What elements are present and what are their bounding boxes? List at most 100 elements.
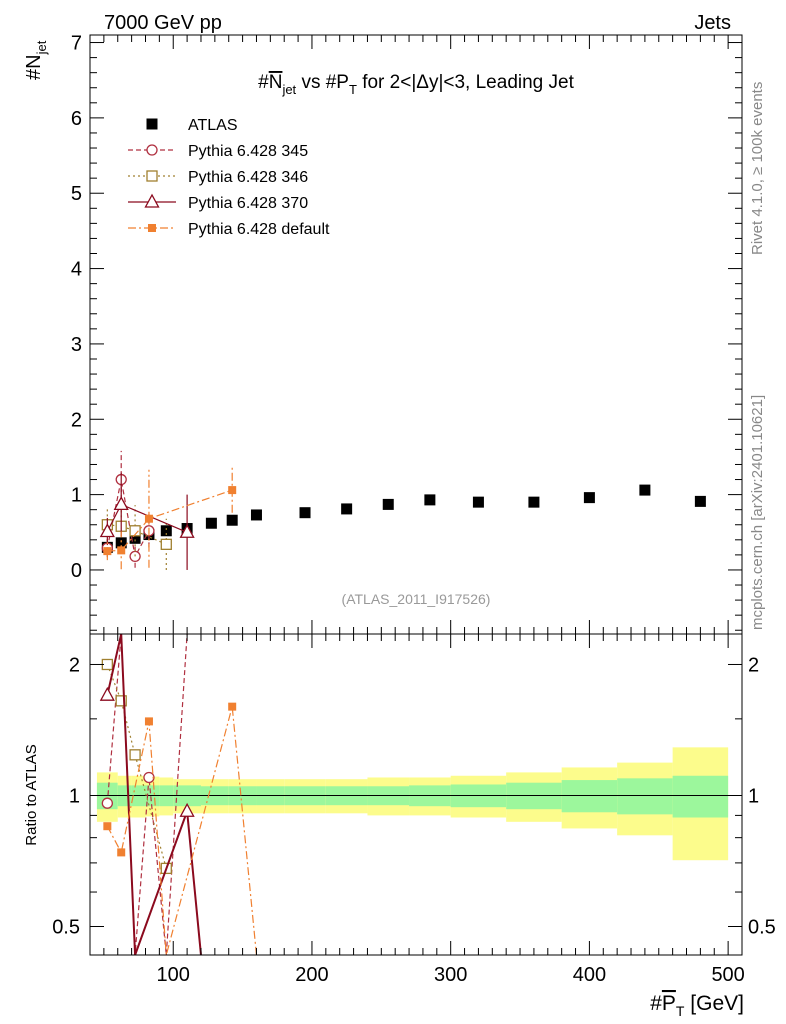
x-tick-label: 100 <box>157 964 190 986</box>
plot-title-p: P <box>336 72 349 93</box>
plot-title-vs: vs # <box>296 72 337 93</box>
main-y-tick-label: 5 <box>71 183 82 205</box>
plot-title-rest: for 2<|Δy|<3, Leading Jet <box>357 72 575 93</box>
legend-label-py346: Pythia 6.428 346 <box>188 169 308 186</box>
main-point-py370 <box>113 496 129 511</box>
ratio-band-inner <box>561 780 618 813</box>
main-point-atlas <box>639 484 651 496</box>
ratio-point-py345 <box>143 771 155 784</box>
main-panel-ticks: 0 1 2 3 4 5 6 7 <box>71 33 742 634</box>
legend-marker-py345 <box>146 144 158 156</box>
plot-title-jet-sub: jet <box>281 82 296 97</box>
ratio-panel-ticks: 0.5 0.5 1 1 2 2 100 200 300 400 500 <box>52 634 776 986</box>
main-point-atlas <box>472 496 484 508</box>
x-tick-label: 400 <box>573 964 606 986</box>
ratio-series-line-py345 <box>106 633 188 956</box>
legend-label-py345: Pythia 6.428 345 <box>188 143 308 160</box>
main-y-tick-label: 0 <box>71 560 82 582</box>
legend-marker-py370 <box>144 193 160 208</box>
main-series-line-pydefault <box>107 489 233 552</box>
x-axis-label: #PT [GeV] <box>650 992 744 1019</box>
ratio-y-tick-label: 2 <box>69 654 80 676</box>
plot-title-hash: # <box>258 72 269 93</box>
ratio-uncertainty-band <box>90 747 742 861</box>
main-y-label-main: #N <box>23 54 45 80</box>
plot-title: #Njet vs #PT for 2<|Δy|<3, Leading Jet <box>258 72 574 97</box>
x-axis-label-p: P <box>662 992 676 1015</box>
main-point-atlas <box>250 509 262 521</box>
ratio-point-pydefault <box>117 848 126 857</box>
ratio-point-py346 <box>129 749 141 761</box>
ratio-point-py345 <box>101 797 113 809</box>
main-y-tick-label: 7 <box>71 33 82 55</box>
ratio-y-tick-label-right: 1 <box>748 785 759 807</box>
main-point-atlas <box>341 503 353 515</box>
plot-title-n: N <box>269 72 283 93</box>
main-point-py346 <box>160 538 172 550</box>
main-y-tick-label: 1 <box>71 485 82 507</box>
ratio-y-tick-label: 0.5 <box>52 916 80 938</box>
main-point-atlas <box>226 514 238 526</box>
main-y-tick-label: 3 <box>71 334 82 356</box>
main-panel-series <box>99 450 706 570</box>
main-point-atlas <box>205 517 217 529</box>
ratio-y-label: Ratio to ATLAS <box>23 744 40 845</box>
x-tick-label: 500 <box>711 964 744 986</box>
side-label-top: Rivet 4.1.0, ≥ 100k events <box>749 82 766 255</box>
main-point-atlas <box>129 532 141 544</box>
ratio-point-py370 <box>99 686 115 701</box>
ratio-series-line-py346 <box>106 664 167 869</box>
plot-title-t-sub: T <box>349 82 357 97</box>
x-axis-label-t-sub: T <box>676 1003 685 1019</box>
main-point-atlas <box>382 498 394 510</box>
ratio-panel-frame <box>89 633 743 956</box>
main-y-tick-label: 2 <box>71 409 82 431</box>
main-point-py346 <box>129 525 141 537</box>
main-point-pydefault <box>117 546 126 555</box>
ratio-y-tick-label: 1 <box>69 785 80 807</box>
main-y-tick-label: 6 <box>71 108 82 130</box>
main-point-atlas <box>299 507 311 519</box>
ratio-point-py370 <box>179 802 195 817</box>
main-point-atlas <box>424 494 436 506</box>
ratio-band-inner <box>672 775 729 818</box>
legend-marker-py346 <box>146 170 158 182</box>
legend-label-py370: Pythia 6.428 370 <box>188 195 308 212</box>
main-y-label-sub: jet <box>34 40 49 55</box>
header-left: 7000 GeV pp <box>104 12 222 34</box>
ratio-point-pydefault <box>228 702 237 711</box>
legend-marker-atlas <box>146 118 158 130</box>
ratio-band-inner <box>617 778 673 815</box>
ratio-y-tick-label-right: 0.5 <box>748 916 776 938</box>
legend: ATLAS Pythia 6.428 345 Pythia 6.428 346 Pyt… <box>128 117 330 238</box>
header-right: Jets <box>694 12 731 34</box>
main-series-line-py346 <box>107 524 167 545</box>
ratio-point-py346 <box>115 695 127 707</box>
legend-label-atlas: ATLAS <box>188 117 238 134</box>
x-axis-label-unit: [GeV] <box>684 992 744 1015</box>
main-point-atlas <box>160 525 172 537</box>
main-point-py370 <box>179 523 195 538</box>
ratio-y-tick-label-right: 2 <box>748 654 759 676</box>
main-point-atlas <box>528 496 540 508</box>
main-point-atlas <box>583 492 595 504</box>
x-tick-label: 200 <box>295 964 328 986</box>
x-axis-label-hash: # <box>650 992 662 1015</box>
legend-label-pydefault: Pythia 6.428 default <box>188 221 330 238</box>
ratio-point-pydefault <box>144 717 153 726</box>
analysis-id: (ATLAS_2011_I917526) <box>342 591 491 607</box>
legend-marker-pydefault <box>148 224 156 232</box>
main-point-pydefault <box>103 547 112 556</box>
main-point-atlas <box>694 495 706 507</box>
ratio-panel <box>89 633 743 956</box>
main-point-atlas <box>115 537 127 549</box>
main-series-line-py345 <box>106 479 150 559</box>
main-point-py370 <box>99 523 115 538</box>
main-point-pydefault <box>144 514 153 523</box>
x-tick-label: 300 <box>434 964 467 986</box>
side-label-bottom: mcplots.cern.ch [arXiv:2401.10621] <box>749 395 766 630</box>
main-y-tick-label: 4 <box>71 259 82 281</box>
main-point-pydefault <box>228 486 237 495</box>
main-y-label: #Njet <box>23 40 49 80</box>
